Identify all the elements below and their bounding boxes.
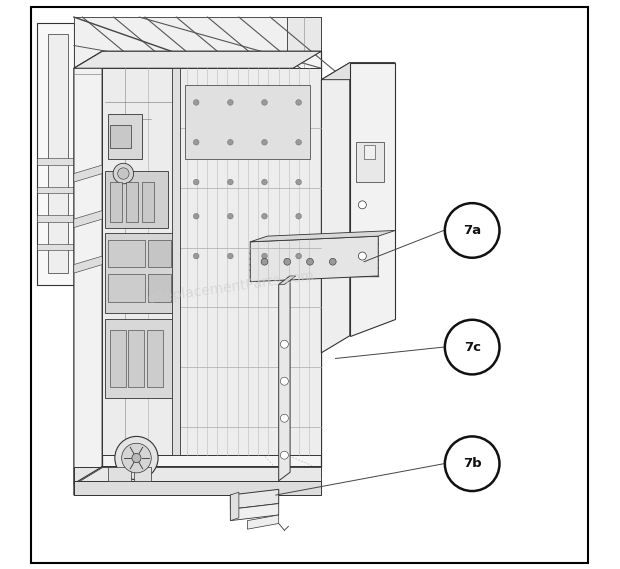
Circle shape xyxy=(228,213,233,219)
Text: eReplacementParts.com: eReplacementParts.com xyxy=(146,269,315,306)
Circle shape xyxy=(306,258,314,265)
Bar xyxy=(364,145,376,159)
Circle shape xyxy=(228,100,233,105)
Polygon shape xyxy=(110,182,122,222)
Polygon shape xyxy=(74,467,102,495)
Circle shape xyxy=(280,414,288,422)
Circle shape xyxy=(122,443,151,473)
Text: 7a: 7a xyxy=(463,224,481,237)
Bar xyxy=(108,467,131,481)
Polygon shape xyxy=(128,330,144,387)
Circle shape xyxy=(132,453,141,463)
Text: 7c: 7c xyxy=(464,341,480,353)
Polygon shape xyxy=(108,240,145,267)
Circle shape xyxy=(445,203,500,258)
Circle shape xyxy=(296,213,301,219)
Polygon shape xyxy=(148,240,171,267)
Circle shape xyxy=(284,258,291,265)
Polygon shape xyxy=(74,467,321,495)
Circle shape xyxy=(228,139,233,145)
Polygon shape xyxy=(231,492,239,521)
Circle shape xyxy=(113,163,133,184)
Polygon shape xyxy=(174,68,321,455)
Circle shape xyxy=(262,139,267,145)
Polygon shape xyxy=(148,330,163,387)
Polygon shape xyxy=(110,125,131,148)
Circle shape xyxy=(358,252,366,260)
Polygon shape xyxy=(110,330,126,387)
Circle shape xyxy=(261,258,268,265)
Circle shape xyxy=(193,139,199,145)
Polygon shape xyxy=(287,17,321,74)
Polygon shape xyxy=(185,85,310,159)
Polygon shape xyxy=(108,274,145,302)
Polygon shape xyxy=(74,51,321,68)
Circle shape xyxy=(262,179,267,185)
Circle shape xyxy=(228,179,233,185)
Polygon shape xyxy=(102,68,174,455)
Circle shape xyxy=(280,377,288,385)
Polygon shape xyxy=(74,211,102,228)
Circle shape xyxy=(193,179,199,185)
Polygon shape xyxy=(74,165,102,182)
Circle shape xyxy=(296,179,301,185)
Circle shape xyxy=(115,436,158,480)
Polygon shape xyxy=(74,17,321,68)
Polygon shape xyxy=(279,276,296,284)
Circle shape xyxy=(296,139,301,145)
Polygon shape xyxy=(141,182,154,222)
Circle shape xyxy=(280,451,288,459)
Polygon shape xyxy=(172,68,180,455)
Text: 7b: 7b xyxy=(463,457,482,470)
Circle shape xyxy=(118,168,129,179)
FancyBboxPatch shape xyxy=(31,7,588,563)
Polygon shape xyxy=(74,256,102,273)
Polygon shape xyxy=(37,215,74,222)
Polygon shape xyxy=(231,504,279,521)
Polygon shape xyxy=(321,63,396,80)
Bar xyxy=(134,467,151,481)
Polygon shape xyxy=(250,230,396,242)
Circle shape xyxy=(445,320,500,374)
Polygon shape xyxy=(231,489,279,509)
Polygon shape xyxy=(37,187,74,193)
Polygon shape xyxy=(126,182,138,222)
Polygon shape xyxy=(279,276,290,481)
Polygon shape xyxy=(321,63,350,353)
Polygon shape xyxy=(350,63,396,336)
Circle shape xyxy=(193,253,199,259)
Polygon shape xyxy=(102,51,321,467)
Polygon shape xyxy=(74,481,321,495)
Circle shape xyxy=(193,213,199,219)
Polygon shape xyxy=(74,467,321,484)
Polygon shape xyxy=(37,158,74,165)
Polygon shape xyxy=(105,319,174,398)
Circle shape xyxy=(262,213,267,219)
Polygon shape xyxy=(247,515,279,529)
Bar xyxy=(355,142,384,182)
Circle shape xyxy=(228,253,233,259)
Polygon shape xyxy=(37,244,74,250)
Circle shape xyxy=(358,201,366,209)
Circle shape xyxy=(329,258,336,265)
Polygon shape xyxy=(250,236,378,282)
Circle shape xyxy=(445,436,500,491)
Polygon shape xyxy=(105,233,174,313)
Circle shape xyxy=(262,100,267,105)
Polygon shape xyxy=(105,171,168,228)
Circle shape xyxy=(296,253,301,259)
Polygon shape xyxy=(74,68,321,80)
Polygon shape xyxy=(148,274,171,302)
Polygon shape xyxy=(37,23,74,284)
Polygon shape xyxy=(48,34,68,273)
Circle shape xyxy=(262,253,267,259)
Circle shape xyxy=(296,100,301,105)
Polygon shape xyxy=(108,114,142,159)
Circle shape xyxy=(280,340,288,348)
Circle shape xyxy=(193,100,199,105)
Polygon shape xyxy=(74,51,102,484)
